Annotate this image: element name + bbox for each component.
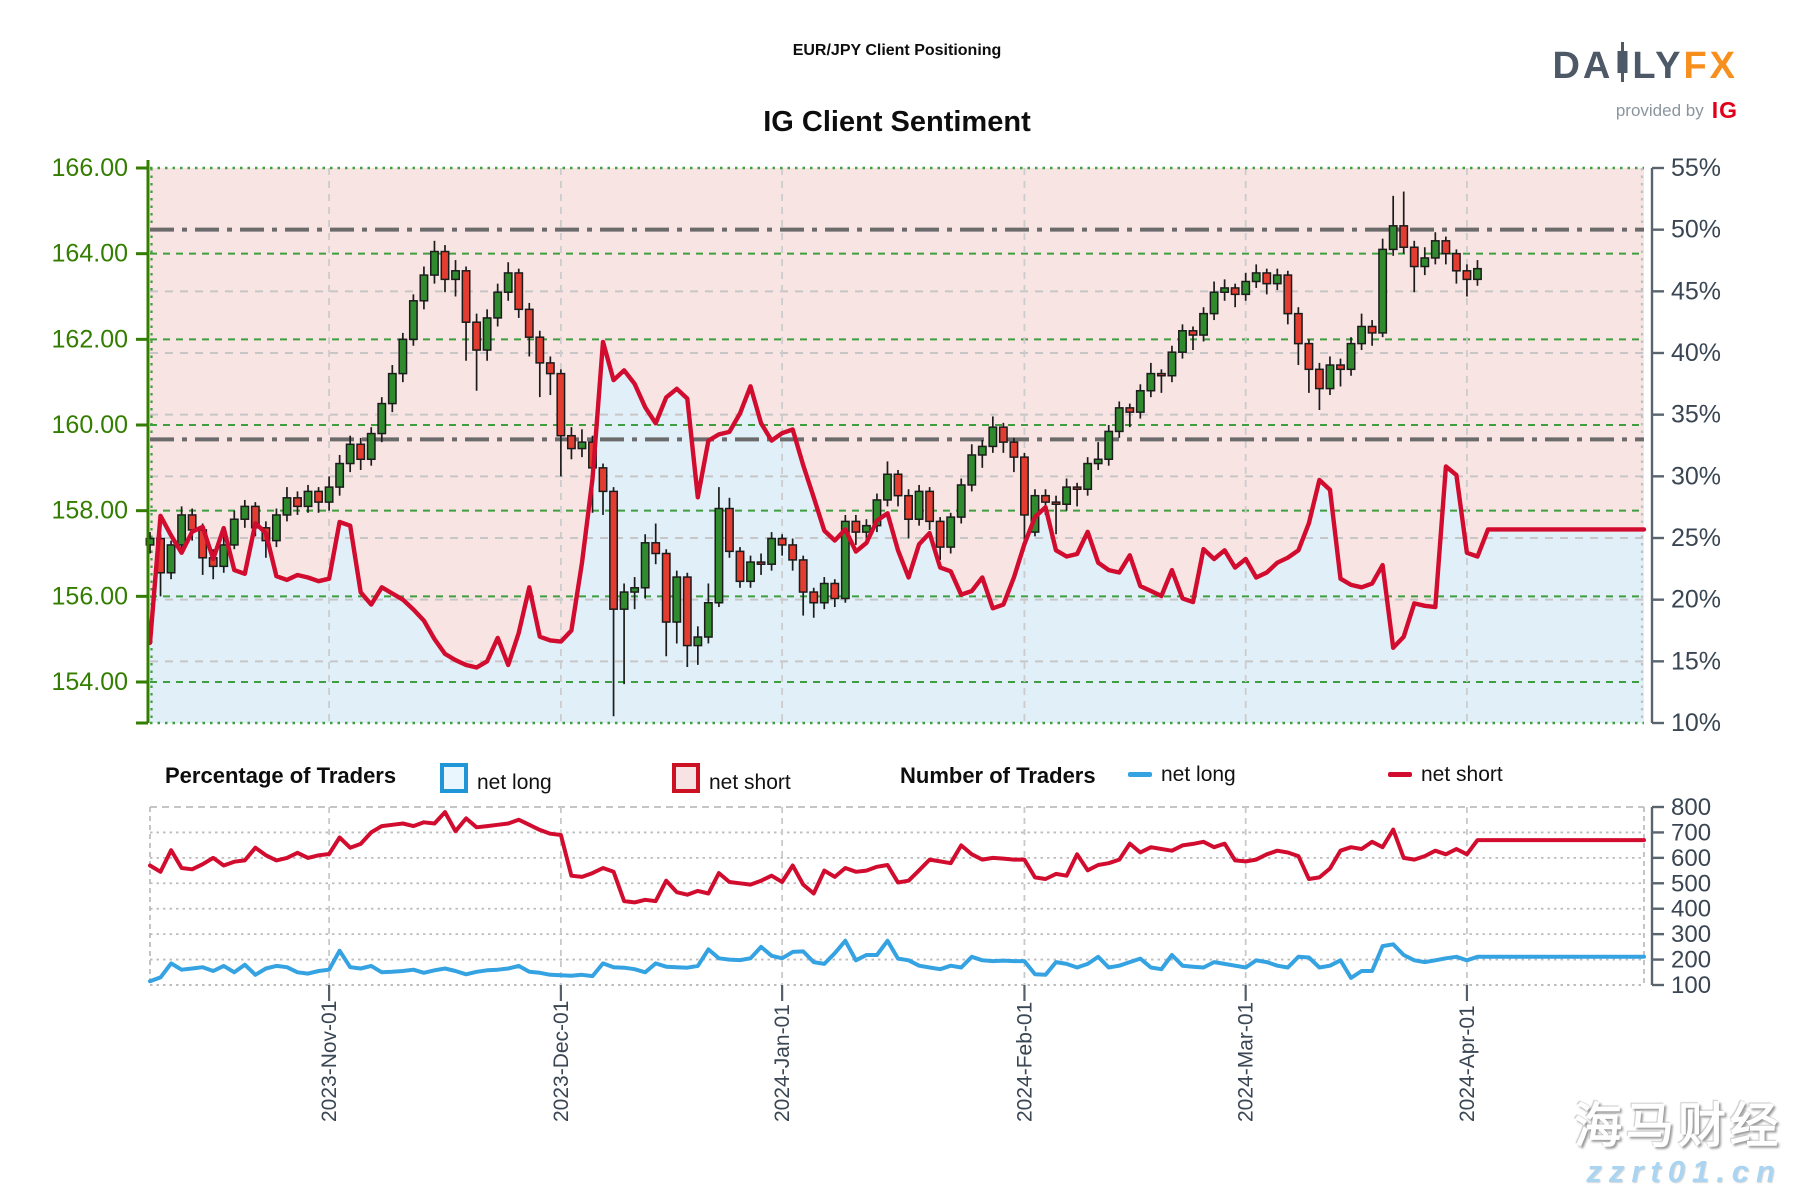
svg-text:200: 200 — [1671, 947, 1711, 974]
watermark: 海马财经 zzrt01.cn — [1574, 1099, 1782, 1190]
svg-text:20%: 20% — [1671, 586, 1721, 614]
svg-text:700: 700 — [1671, 819, 1711, 846]
svg-text:2024-Apr-01: 2024-Apr-01 — [1456, 1005, 1479, 1122]
svg-text:154.00: 154.00 — [52, 668, 128, 696]
page-title: EUR/JPY Client Positioning — [792, 42, 1002, 59]
svg-text:35%: 35% — [1671, 401, 1721, 429]
logo-text-ly: LY — [1632, 44, 1684, 87]
svg-text:2023-Nov-01: 2023-Nov-01 — [318, 1001, 341, 1122]
svg-text:2024-Mar-01: 2024-Mar-01 — [1235, 1002, 1258, 1122]
svg-text:800: 800 — [1671, 794, 1711, 821]
svg-text:30%: 30% — [1671, 462, 1721, 490]
svg-text:300: 300 — [1671, 921, 1711, 948]
svg-text:158.00: 158.00 — [52, 497, 128, 525]
dailyfx-wordmark: DA LY FX — [1552, 42, 1738, 89]
svg-text:45%: 45% — [1671, 277, 1721, 305]
watermark-line1: 海马财经 — [1573, 1100, 1782, 1154]
candlestick-icon — [1615, 42, 1630, 89]
svg-text:50%: 50% — [1671, 216, 1721, 244]
svg-text:166.00: 166.00 — [52, 154, 128, 182]
svg-text:25%: 25% — [1671, 524, 1721, 552]
svg-text:2024-Jan-01: 2024-Jan-01 — [771, 1004, 794, 1122]
svg-text:100: 100 — [1671, 972, 1711, 999]
svg-text:10%: 10% — [1671, 709, 1721, 737]
svg-text:2024-Feb-01: 2024-Feb-01 — [1013, 1002, 1036, 1122]
chart-title: IG Client Sentiment — [763, 106, 1031, 138]
svg-text:600: 600 — [1671, 845, 1711, 872]
ig-logo: IG — [1711, 97, 1738, 123]
svg-text:2023-Dec-01: 2023-Dec-01 — [550, 1001, 573, 1122]
logo-provided-by: provided by IG — [1552, 99, 1738, 122]
svg-text:15%: 15% — [1671, 647, 1721, 675]
svg-text:400: 400 — [1671, 896, 1711, 923]
svg-text:164.00: 164.00 — [52, 240, 128, 268]
svg-text:40%: 40% — [1671, 339, 1721, 367]
svg-text:500: 500 — [1671, 870, 1711, 897]
svg-text:55%: 55% — [1671, 154, 1721, 182]
dailyfx-logo: DA LY FX provided by IG — [1552, 42, 1738, 122]
svg-text:156.00: 156.00 — [52, 582, 128, 610]
provided-by-label: provided by — [1615, 101, 1704, 120]
logo-text-fx: FX — [1683, 44, 1738, 87]
logo-text-da: DA — [1552, 44, 1614, 87]
svg-text:162.00: 162.00 — [52, 325, 128, 353]
watermark-line2: zzrt01.cn — [1586, 1154, 1782, 1190]
svg-text:160.00: 160.00 — [52, 411, 128, 439]
